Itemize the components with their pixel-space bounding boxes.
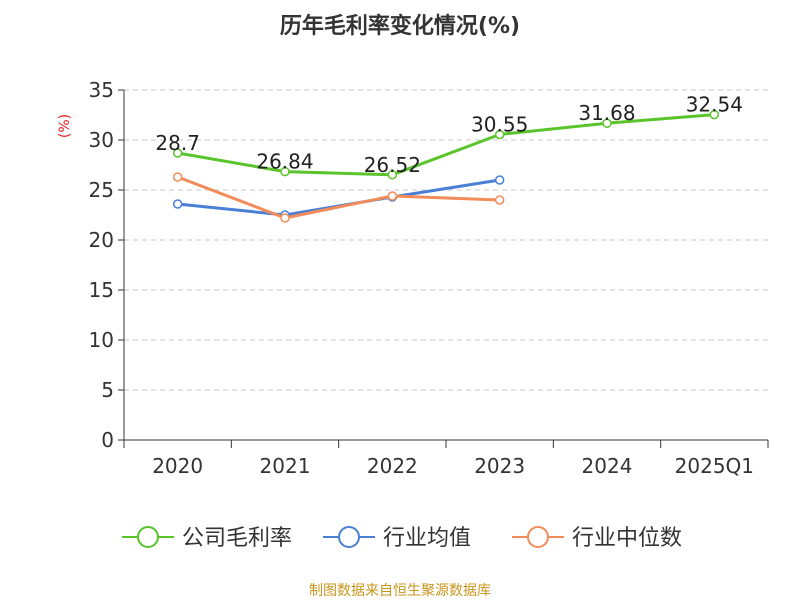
y-tick-label: 15 — [89, 278, 114, 302]
data-point — [387, 170, 398, 180]
x-tick-label: 2024 — [582, 454, 633, 478]
legend-swatch-marker — [527, 526, 549, 548]
y-tick-label: 35 — [89, 78, 114, 102]
data-point — [172, 148, 183, 158]
y-tick-label: 30 — [89, 128, 114, 152]
data-point — [709, 109, 720, 120]
y-tick-label: 25 — [89, 178, 114, 202]
data-point — [494, 175, 505, 185]
data-labels: 28.7 26.84 26.52 30.55 31.68 32.54 — [155, 93, 743, 177]
legend-item-0: 公司毛利率 — [122, 526, 292, 551]
axes: 0 5 10 15 20 25 30 35 2020 2021 2022 2023 2024 2025Q1 — [89, 78, 769, 478]
x-tick-label: 2023 — [474, 454, 525, 478]
data-point — [172, 172, 183, 182]
data-label: 28.7 — [155, 131, 200, 155]
legend-swatch-marker — [137, 526, 159, 548]
legend-label: 公司毛利率 — [182, 526, 292, 551]
x-tick-label: 2022 — [367, 454, 418, 478]
series — [172, 109, 720, 223]
legend-swatch-marker — [338, 526, 360, 548]
y-tick-label: 5 — [101, 378, 114, 402]
series-line-0 — [177, 113, 715, 177]
grid — [124, 89, 768, 391]
y-tick-label: 20 — [89, 228, 114, 252]
x-tick-label: 2020 — [152, 454, 203, 478]
data-label: 32.54 — [686, 93, 743, 117]
y-tick-label: 0 — [101, 428, 114, 452]
data-point — [602, 118, 612, 128]
chart-title: 历年毛利率变化情况(%) — [280, 13, 520, 39]
data-point — [494, 195, 505, 205]
series-line-2 — [177, 175, 500, 220]
data-point — [280, 166, 290, 177]
data-point — [494, 129, 505, 140]
y-tick-label: 10 — [89, 328, 114, 352]
y-axis-label: (%) — [57, 114, 73, 138]
data-point — [280, 213, 290, 223]
data-point — [172, 199, 183, 209]
data-label: 30.55 — [471, 113, 528, 137]
data-label: 31.68 — [578, 101, 635, 125]
legend: 公司毛利率 行业均值 行业中位数 — [122, 526, 682, 551]
x-tick-label: 2021 — [260, 454, 311, 478]
legend-item-1: 行业均值 — [323, 526, 471, 551]
data-label: 26.52 — [364, 153, 421, 177]
data-label: 26.84 — [256, 150, 313, 174]
x-tick-label: 2025Q1 — [675, 454, 754, 478]
legend-label: 行业中位数 — [572, 526, 682, 551]
source-note: 制图数据来自恒生聚源数据库 — [309, 583, 491, 599]
legend-item-2: 行业中位数 — [512, 526, 682, 551]
data-point — [387, 191, 398, 201]
legend-label: 行业均值 — [383, 526, 471, 551]
